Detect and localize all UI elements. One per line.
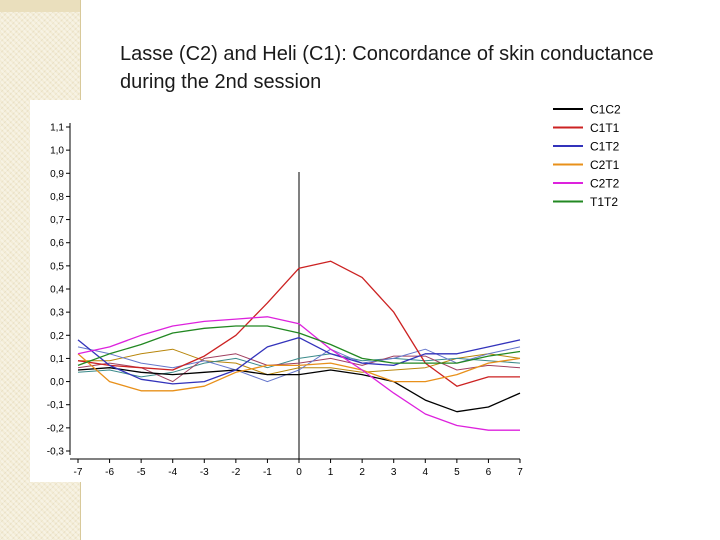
x-tick-label: -6 <box>105 467 114 478</box>
x-tick-label: -3 <box>200 467 209 478</box>
x-tick-label: -2 <box>231 467 240 478</box>
series-line-t1t2 <box>77 325 521 367</box>
series-line-unlabeled <box>78 348 521 376</box>
series-line-unlabeled <box>77 346 521 383</box>
y-tick-label: 0,0 <box>50 377 64 388</box>
x-tick-label: -1 <box>263 467 272 478</box>
y-tick-label: 1,1 <box>50 123 64 134</box>
slide-title: Lasse (C2) and Heli (C1): Concordance of… <box>120 43 654 93</box>
x-tick-label: 4 <box>423 467 429 478</box>
y-tick-label: 0,4 <box>50 285 64 296</box>
y-tick-label: -0,3 <box>47 447 65 458</box>
x-tick-label: -7 <box>74 467 83 478</box>
legend-label-c1t2: C1T2 <box>590 140 620 154</box>
y-tick-label: 0,3 <box>50 308 64 319</box>
legend-label-c2t1: C2T1 <box>590 158 620 172</box>
x-tick-label: -5 <box>137 467 146 478</box>
series-line-c1c2 <box>77 367 521 413</box>
x-tick-label: 3 <box>391 467 397 478</box>
legend-label-c1c2: C1C2 <box>590 103 621 117</box>
line-chart: 1,1 1,0 0,9 0,8 0,7 0,6 0,5 0,4 0,3 0,2 0,1 0,0 -0,1… <box>47 123 523 479</box>
legend-label-c2t2: C2T2 <box>590 177 620 191</box>
y-tick-label: 0,9 <box>50 169 64 180</box>
series-line-c2t1 <box>77 353 521 392</box>
x-tick-label: 1 <box>328 467 334 478</box>
chart-legend: C1C2 C1T1 C1T2 C2T1 C2T2 T1T2 <box>553 103 621 209</box>
x-tick-label: 6 <box>486 467 492 478</box>
y-tick-label: 0,1 <box>50 354 64 365</box>
x-tick-label: 7 <box>517 467 523 478</box>
y-tick-label: 0,6 <box>50 238 64 249</box>
y-tick-label: 0,5 <box>50 261 64 272</box>
x-tick-label: 5 <box>454 467 460 478</box>
series-line-c1t1 <box>77 260 520 387</box>
y-tick-label: -0,1 <box>47 400 65 411</box>
series-line-c2t2 <box>77 316 520 431</box>
series-line-c1t2 <box>77 336 521 385</box>
decorative-top-strip <box>0 0 80 12</box>
x-tick-label: 2 <box>359 467 365 478</box>
series-line-unlabeled <box>77 353 521 383</box>
x-tick-label: 0 <box>296 467 302 478</box>
y-tick-label: 0,7 <box>50 215 64 226</box>
legend-label-c1t1: C1T1 <box>590 121 620 135</box>
y-tick-label: -0,2 <box>47 423 65 434</box>
y-tick-label: 0,2 <box>50 331 64 342</box>
x-tick-label: -4 <box>168 467 177 478</box>
chart-area: 1,1 1,0 0,9 0,8 0,7 0,6 0,5 0,4 0,3 0,2 0,1 0,0 -0,1… <box>30 100 530 482</box>
legend-label-t1t2: T1T2 <box>590 195 618 209</box>
y-tick-label: 1,0 <box>50 146 64 157</box>
series-line-unlabeled <box>77 353 521 378</box>
y-tick-label: 0,8 <box>50 192 64 203</box>
